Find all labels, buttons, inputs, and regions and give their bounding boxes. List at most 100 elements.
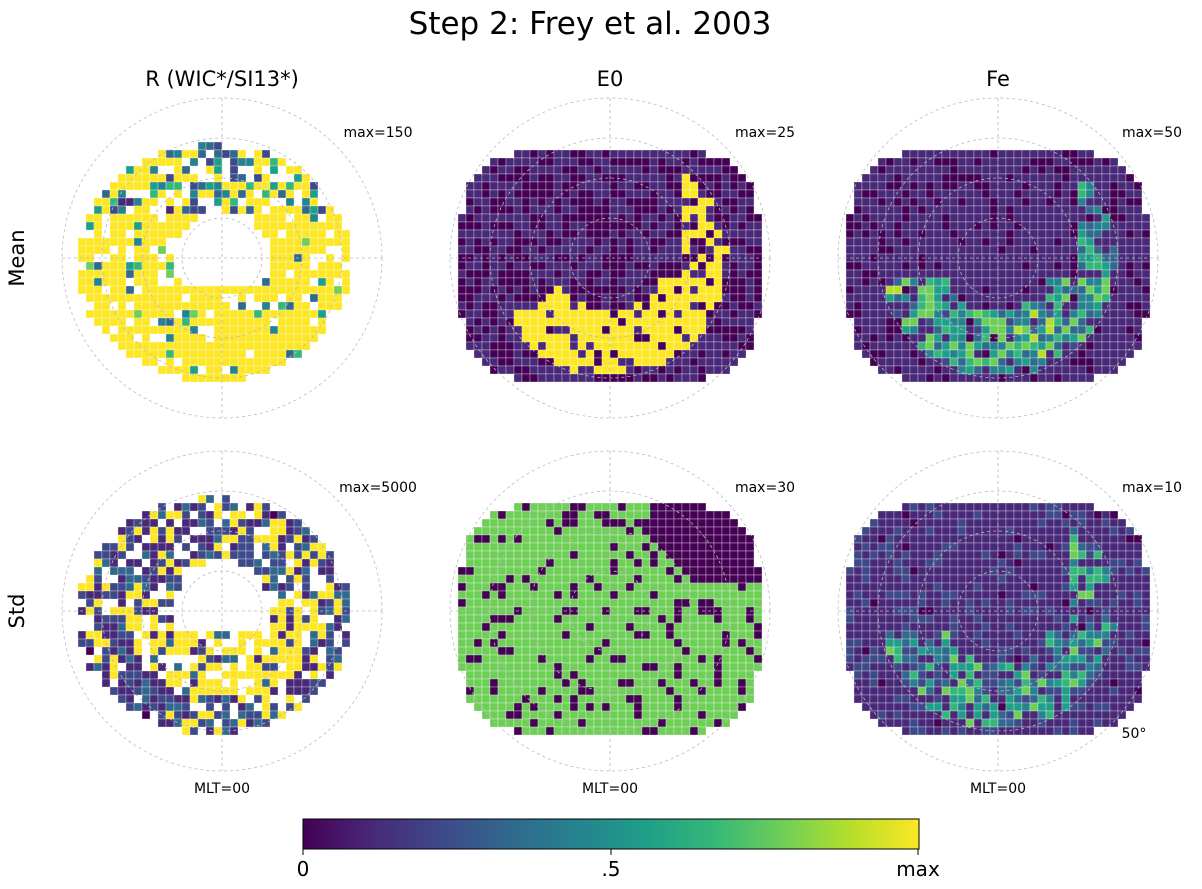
heatmap-cell bbox=[1045, 638, 1055, 648]
heatmap-cell bbox=[1021, 510, 1031, 520]
heatmap-cell bbox=[729, 686, 739, 696]
heatmap-cell bbox=[529, 245, 539, 255]
heatmap-cell bbox=[853, 285, 863, 295]
heatmap-cell bbox=[1029, 341, 1039, 351]
heatmap-cell bbox=[481, 237, 491, 247]
heatmap-cell bbox=[853, 550, 863, 560]
heatmap-cell bbox=[269, 325, 279, 335]
heatmap-cell bbox=[513, 638, 523, 648]
heatmap-cell bbox=[585, 622, 595, 632]
heatmap-cell bbox=[553, 678, 563, 688]
heatmap-cell bbox=[341, 614, 351, 624]
heatmap-cell bbox=[341, 229, 351, 239]
heatmap-cell bbox=[577, 598, 587, 608]
heatmap-cell bbox=[1101, 510, 1111, 520]
heatmap-cell bbox=[1013, 357, 1023, 367]
heatmap-cell bbox=[237, 518, 247, 528]
heatmap-cell bbox=[149, 341, 159, 351]
heatmap-cell bbox=[601, 590, 611, 600]
heatmap-cell bbox=[585, 566, 595, 576]
heatmap-cell bbox=[237, 702, 247, 712]
heatmap-cell bbox=[673, 341, 683, 351]
heatmap-cell bbox=[205, 646, 215, 656]
heatmap-cell bbox=[141, 261, 151, 271]
heatmap-cell bbox=[213, 309, 223, 319]
heatmap-cell bbox=[673, 534, 683, 544]
heatmap-cell bbox=[309, 558, 319, 568]
heatmap-cell bbox=[261, 638, 271, 648]
heatmap-cell bbox=[845, 654, 855, 664]
heatmap-cell bbox=[109, 638, 119, 648]
heatmap-cell bbox=[665, 373, 675, 383]
heatmap-cell bbox=[165, 526, 175, 536]
heatmap-cell bbox=[165, 558, 175, 568]
heatmap-cell bbox=[1093, 654, 1103, 664]
heatmap-cell bbox=[277, 542, 287, 552]
heatmap-cell bbox=[197, 205, 207, 215]
heatmap-cell bbox=[577, 654, 587, 664]
heatmap-cell bbox=[117, 574, 127, 584]
grid-circle bbox=[101, 490, 343, 732]
heatmap-cell bbox=[877, 654, 887, 664]
heatmap-cell bbox=[1109, 654, 1119, 664]
heatmap-cell bbox=[641, 518, 651, 528]
heatmap-cell bbox=[641, 181, 651, 191]
heatmap-cell bbox=[617, 510, 627, 520]
heatmap-cell bbox=[657, 550, 667, 560]
heatmap-cell bbox=[673, 173, 683, 183]
polar-panel-std-2 bbox=[837, 450, 1159, 772]
heatmap-cell bbox=[577, 582, 587, 592]
heatmap-cell bbox=[633, 622, 643, 632]
heatmap-cell bbox=[545, 574, 555, 584]
heatmap-cell bbox=[585, 662, 595, 672]
heatmap-cell bbox=[285, 598, 295, 608]
heatmap-cell bbox=[181, 205, 191, 215]
heatmap-cell bbox=[521, 630, 531, 640]
heatmap-cell bbox=[109, 622, 119, 632]
heatmap-cell bbox=[705, 654, 715, 664]
heatmap-cell bbox=[1077, 614, 1087, 624]
heatmap-cell bbox=[957, 197, 967, 207]
heatmap-cell bbox=[909, 590, 919, 600]
heatmap-cell bbox=[165, 333, 175, 343]
heatmap-cell bbox=[93, 261, 103, 271]
heatmap-cell bbox=[1117, 582, 1127, 592]
heatmap-cell bbox=[909, 277, 919, 287]
heatmap-cell bbox=[213, 542, 223, 552]
heatmap-cell bbox=[1013, 269, 1023, 279]
heatmap-cell bbox=[657, 638, 667, 648]
heatmap-cell bbox=[261, 365, 271, 375]
heatmap-cell bbox=[229, 510, 239, 520]
heatmap-cell bbox=[721, 630, 731, 640]
heatmap-cell bbox=[689, 213, 699, 223]
heatmap-cell bbox=[657, 293, 667, 303]
heatmap-cell bbox=[157, 365, 167, 375]
heatmap-cell bbox=[465, 213, 475, 223]
heatmap-cell bbox=[973, 285, 983, 295]
heatmap-cell bbox=[657, 245, 667, 255]
heatmap-cell bbox=[981, 542, 991, 552]
heatmap-cell bbox=[293, 550, 303, 560]
heatmap-cell bbox=[625, 373, 635, 383]
heatmap-cell bbox=[925, 614, 935, 624]
heatmap-cell bbox=[593, 510, 603, 520]
heatmap-cell bbox=[681, 582, 691, 592]
heatmap-cell bbox=[617, 550, 627, 560]
heatmap-cell bbox=[689, 317, 699, 327]
heatmap-cell bbox=[1053, 285, 1063, 295]
heatmap-cell bbox=[585, 165, 595, 175]
heatmap-cell bbox=[989, 341, 999, 351]
heatmap-cell bbox=[569, 285, 579, 295]
heatmap-cell bbox=[925, 630, 935, 640]
heatmap-cell bbox=[213, 141, 223, 151]
heatmap-cell bbox=[957, 349, 967, 359]
heatmap-cell bbox=[601, 574, 611, 584]
heatmap-cell bbox=[705, 598, 715, 608]
heatmap-cell bbox=[1141, 285, 1151, 295]
heatmap-cell bbox=[1013, 630, 1023, 640]
heatmap-cell bbox=[713, 269, 723, 279]
heatmap-cell bbox=[609, 317, 619, 327]
heatmap-cell bbox=[1053, 373, 1063, 383]
heatmap-cell bbox=[649, 205, 659, 215]
heatmap-cell bbox=[933, 365, 943, 375]
